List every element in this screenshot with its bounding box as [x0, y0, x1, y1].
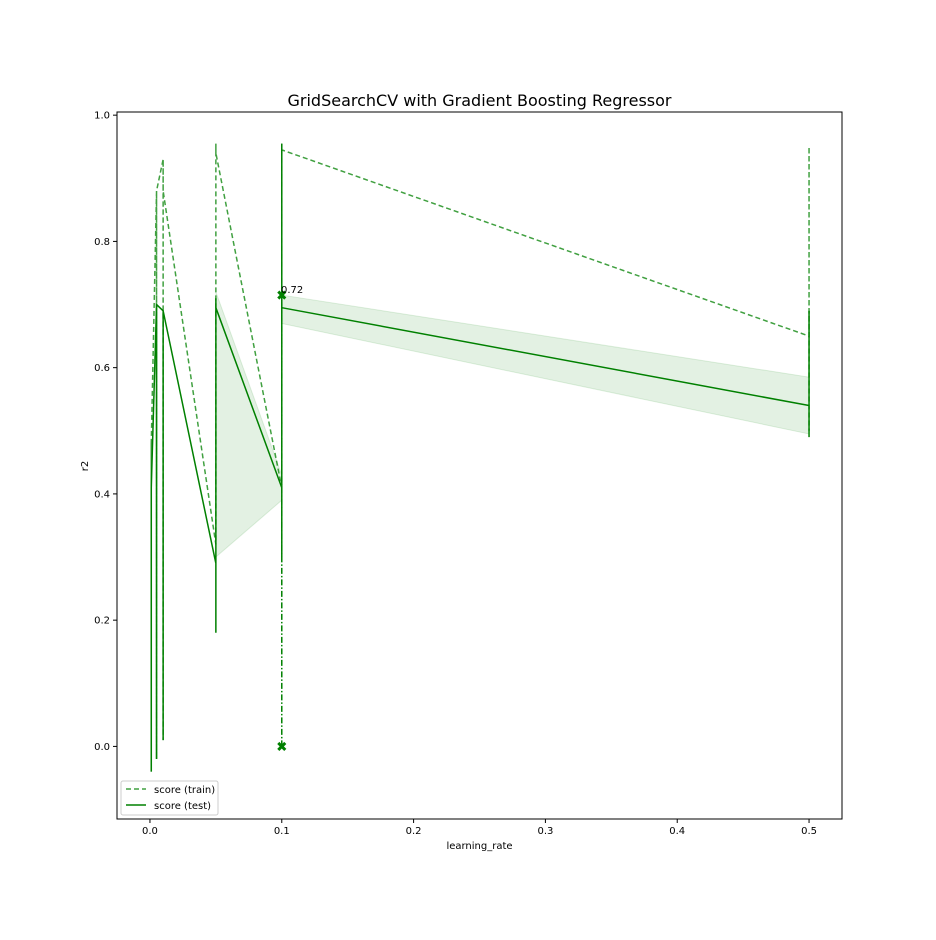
x-tick-label: 0.0 [142, 826, 158, 837]
best-score-annotation: 0.72 [281, 285, 303, 296]
x-axis-label: learning_rate [446, 841, 512, 852]
y-tick-label: 1.0 [94, 111, 110, 122]
y-tick-label: 0.4 [94, 489, 110, 500]
marker-stroke-b [277, 290, 287, 300]
best-markers [277, 290, 287, 751]
chart-title: GridSearchCV with Gradient Boosting Regr… [287, 91, 671, 110]
x-tick-label: 0.5 [801, 826, 817, 837]
y-axis-label: r2 [80, 461, 91, 471]
x-tick-label: 0.2 [406, 826, 422, 837]
legend-label-train: score (train) [154, 785, 215, 796]
best-marker-2 [277, 741, 287, 751]
x-tick-label: 0.4 [669, 826, 685, 837]
y-tick-label: 0.8 [94, 237, 110, 248]
y-tick-label: 0.6 [94, 363, 110, 374]
y-axis: 0.0 0.2 0.4 0.6 0.8 1.0 [94, 111, 117, 753]
y-tick-label: 0.2 [94, 616, 110, 627]
plot-area-frame [116, 111, 843, 820]
legend-label-test: score (test) [154, 801, 211, 812]
series-lines [150, 143, 810, 772]
x-axis: 0.0 0.1 0.2 0.3 0.4 0.5 [142, 819, 817, 837]
marker-stroke-b [277, 741, 287, 751]
x-tick-label: 0.1 [274, 826, 290, 837]
x-tick-label: 0.3 [537, 826, 553, 837]
legend: score (train) score (test) [120, 780, 219, 816]
y-tick-label: 0.0 [94, 742, 110, 753]
best-marker-1 [277, 290, 287, 300]
test-score-line [150, 143, 810, 772]
